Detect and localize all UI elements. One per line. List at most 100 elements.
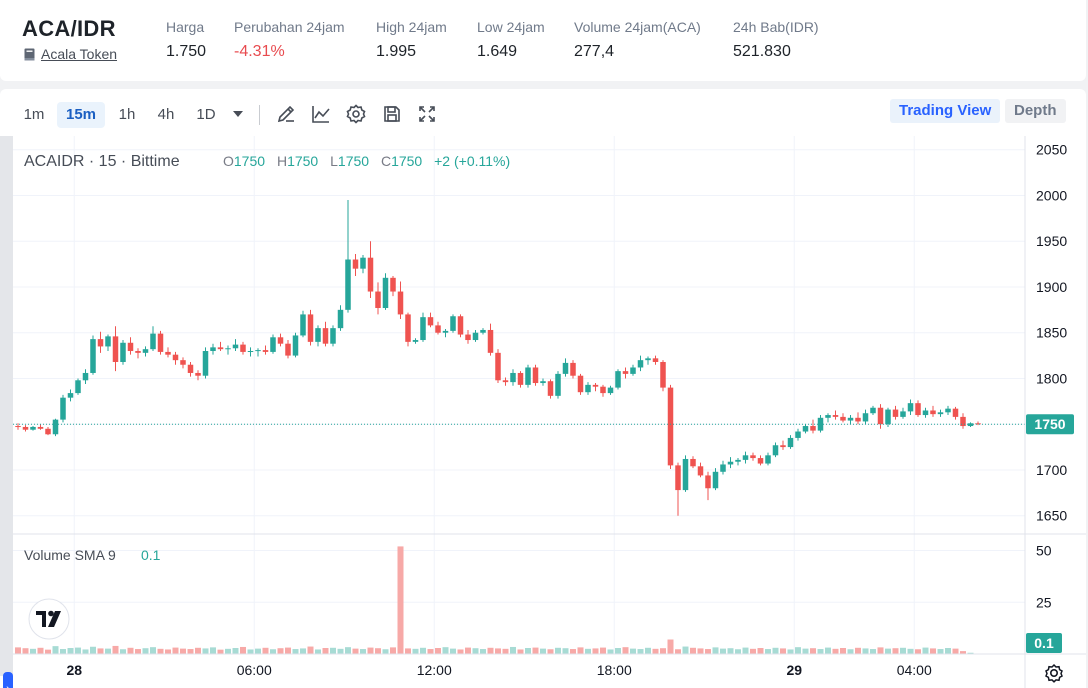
chart-settings-gear-icon[interactable] (1045, 663, 1063, 683)
stat-label: Volume 24jam(ACA) (574, 19, 701, 35)
candle-body (907, 403, 914, 412)
candle-body (277, 337, 284, 344)
candle-body (337, 309, 344, 329)
last-price-badge (1026, 414, 1074, 435)
tradingview-logo[interactable] (28, 598, 70, 640)
indicator-icon[interactable] (310, 103, 332, 125)
timeframe-1h[interactable]: 1h (118, 106, 136, 123)
volume-bar (420, 647, 426, 654)
volume-bar (622, 647, 629, 654)
book-icon (24, 48, 35, 61)
volume-bar (937, 649, 944, 654)
candle (630, 364, 636, 376)
candle-body (472, 332, 479, 341)
timeframe-4h[interactable]: 4h (157, 106, 175, 123)
candle (120, 340, 126, 365)
chart-toolbar: 1m 15m 1h 4h 1D Trading View Depth (0, 89, 1086, 136)
candle-body (787, 437, 794, 448)
trading-view-button[interactable]: Trading View (890, 99, 1001, 123)
candle-body (367, 257, 374, 292)
candle (885, 407, 891, 427)
volume-bar (757, 648, 764, 654)
candle-body (157, 333, 164, 352)
candle (202, 347, 209, 379)
candle (832, 410, 839, 420)
candle-body (885, 409, 891, 425)
candle (915, 400, 921, 417)
draw-icon[interactable] (275, 103, 297, 125)
volume-bar (97, 648, 104, 654)
volume-bar (232, 648, 239, 654)
candle-body (682, 458, 689, 491)
volume-bar (697, 648, 704, 654)
candle-body (495, 352, 501, 381)
candle-body (330, 328, 336, 344)
candle-body (217, 347, 224, 350)
timeframe-dropdown-icon[interactable] (233, 111, 243, 117)
candle (660, 360, 666, 392)
candle (765, 452, 771, 466)
candle (870, 405, 876, 416)
volume-bar (480, 649, 486, 654)
volume-bar (135, 649, 141, 654)
candle (22, 425, 29, 432)
candle (697, 462, 704, 478)
volume-axis-label: 25 (1036, 594, 1052, 610)
volume-bar (195, 647, 201, 654)
candle (247, 347, 254, 357)
candle (367, 241, 374, 298)
volume-bar (397, 546, 404, 654)
volume-bar (352, 648, 359, 654)
token-name-link[interactable]: Acala Token (24, 46, 117, 62)
volume-bar (870, 649, 876, 654)
candle (607, 385, 614, 395)
candle (157, 330, 164, 355)
candle (45, 426, 51, 436)
candle (225, 345, 231, 355)
candle (457, 314, 464, 338)
candle-body (720, 464, 726, 472)
candle-body (67, 393, 74, 398)
volume-bar (532, 647, 539, 654)
candle-body (750, 455, 756, 459)
save-icon[interactable] (381, 103, 403, 125)
fullscreen-icon[interactable] (416, 103, 438, 125)
legend-close-label: C (381, 153, 391, 169)
candle (210, 343, 216, 355)
candle (495, 349, 501, 384)
volume-bar (315, 649, 321, 654)
settings-icon[interactable] (345, 103, 367, 125)
volume-bar (450, 648, 456, 654)
volume-bar (337, 648, 344, 654)
candle-body (900, 411, 906, 417)
time-axis-label: 28 (66, 662, 82, 678)
timeframe-15m[interactable]: 15m (57, 102, 105, 128)
sidebar-expand-handle[interactable]: › (3, 672, 13, 688)
candle-body (772, 445, 779, 456)
candle (900, 407, 906, 419)
candle (720, 460, 726, 475)
candle-body (187, 364, 194, 373)
volume-bar (795, 647, 801, 654)
candle-body (502, 380, 509, 383)
candle (615, 369, 621, 390)
candle (442, 329, 449, 338)
timeframe-1d[interactable]: 1D (196, 106, 216, 123)
candle-body (607, 387, 614, 394)
candle (352, 254, 359, 276)
volume-bar (75, 647, 81, 654)
candle (547, 379, 554, 399)
candle-body (270, 337, 276, 352)
stat-label: Perubahan 24jam (234, 19, 345, 35)
candle-body (90, 339, 96, 373)
candle (960, 413, 966, 429)
candle (67, 389, 74, 402)
timeframe-1m[interactable]: 1m (23, 106, 45, 123)
depth-button[interactable]: Depth (1005, 99, 1066, 123)
volume-bar (90, 646, 96, 654)
candle (682, 455, 689, 492)
time-axis-label: 04:00 (897, 662, 932, 678)
volume-bar (652, 648, 659, 654)
price-chart[interactable]: 28 06:00 12:00 18:00 29 04:00 1650 1700 1750 1800… (13, 136, 1086, 688)
volume-bar (52, 646, 59, 654)
